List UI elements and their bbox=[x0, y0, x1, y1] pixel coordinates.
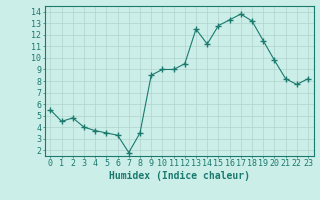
X-axis label: Humidex (Indice chaleur): Humidex (Indice chaleur) bbox=[109, 171, 250, 181]
